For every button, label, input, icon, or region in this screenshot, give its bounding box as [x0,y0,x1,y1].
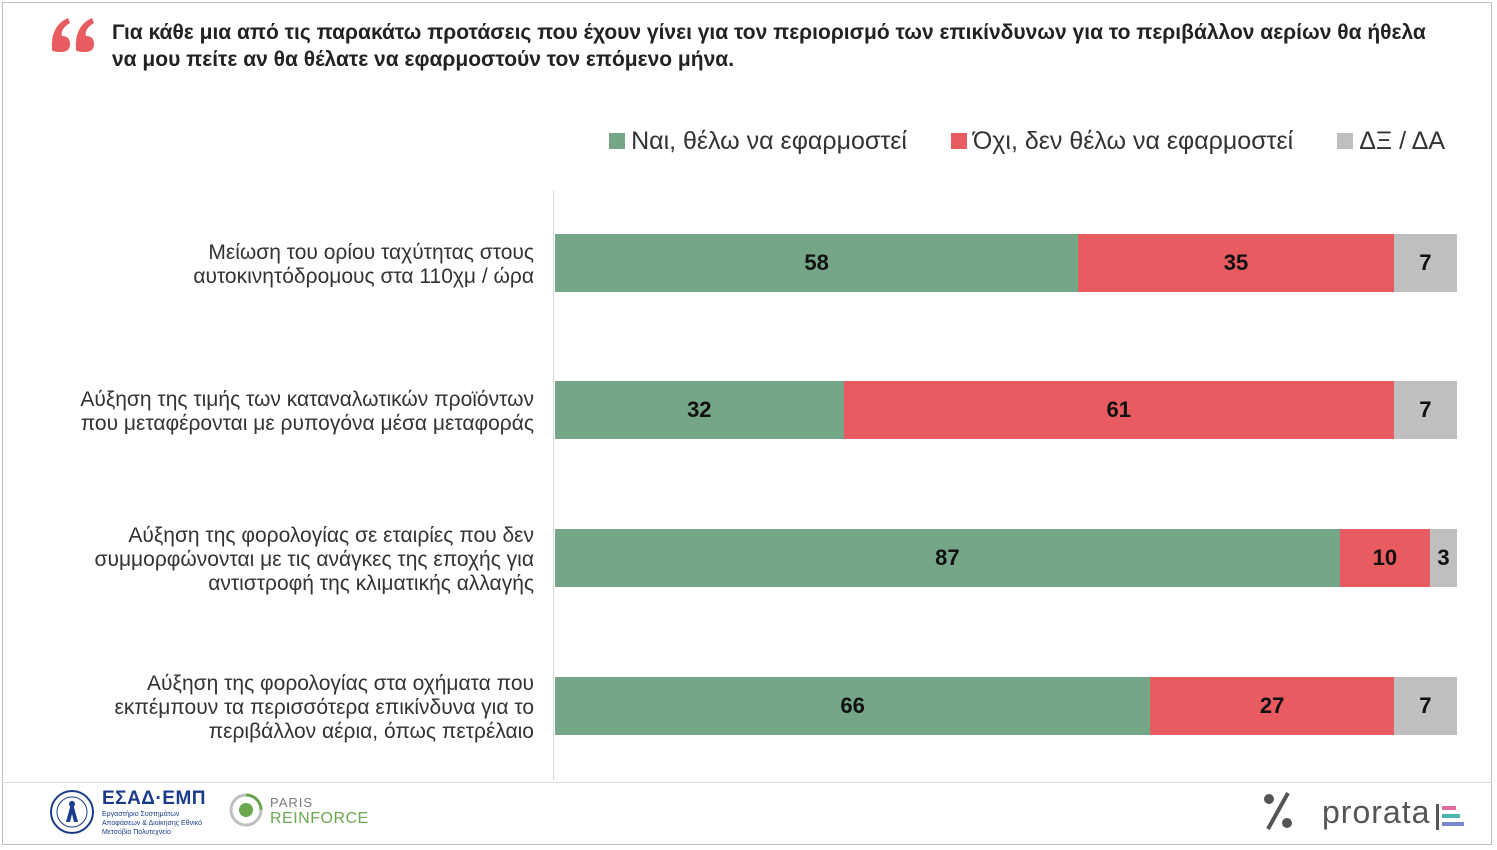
category-label: Μείωση του ορίου ταχύτητας στους αυτοκινη… [193,241,534,288]
bar-segment-no: 61 [843,381,1394,439]
bar-segment-yes: 66 [555,677,1151,735]
data-label: 61 [1106,397,1131,422]
bar-segment-no: 27 [1150,677,1394,735]
legend-swatch-dk [1337,133,1354,149]
data-label: 66 [840,693,865,718]
esad-seal-icon [50,790,94,834]
data-label: 7 [1419,250,1432,275]
data-label: 7 [1419,397,1432,422]
data-label: 35 [1223,250,1249,275]
esad-logo-subtitle: Εργαστήριο Συστημάτων Αποφάσεων & Διοίκη… [102,811,202,836]
esad-emp-logo: ΕΣΑΔ·ΕΜΠ Εργαστήριο Συστημάτων Αποφάσεων… [50,788,206,838]
stacked-bar: 58 35 7 [555,234,1457,292]
bar-segment-no: 35 [1078,234,1394,292]
bar-segment-no: 10 [1339,529,1430,587]
bar-segment-dk: 7 [1393,234,1457,292]
prorata-logo: prorata [1260,790,1470,836]
data-label: 7 [1419,693,1432,718]
category-label: Αύξηση της τιμής των καταναλωτικών προϊό… [80,388,534,435]
legend-item-yes: Ναι, θέλω να εφαρμοστεί [609,127,907,156]
paris-reinforce-logo: PARIS REINFORCE [228,792,378,832]
legend-swatch-yes [609,133,626,149]
stacked-bar: 32 61 7 [555,381,1457,439]
prorata-logo-text: prorata [1322,794,1431,830]
esad-logo-title: ΕΣΑΔ·ΕΜΠ [102,788,207,809]
data-label: 58 [804,250,829,275]
bar-segment-dk: 7 [1393,677,1457,735]
chart-legend: Ναι, θέλω να εφαρμοστεί Όχι, δεν θέλω να… [565,126,1445,156]
bar-segment-dk: 7 [1393,381,1457,439]
data-label: 3 [1437,545,1450,570]
prorata-bars-icon [1436,804,1464,830]
category-axis-line [553,190,554,780]
percent-icon [1264,792,1292,830]
bar-segment-yes: 32 [555,381,844,439]
stacked-bar: 66 27 7 [555,677,1457,735]
legend-label-dk: ΔΞ / ΔΑ [1359,126,1445,155]
data-label: 32 [687,397,712,422]
paris-logo-bottom: REINFORCE [270,810,369,827]
data-label: 87 [935,545,960,570]
category-label: Αύξηση της φορολογίας σε εταιρίες που δε… [94,524,534,595]
legend-item-dk: ΔΞ / ΔΑ [1337,127,1445,156]
legend-swatch-no [950,133,967,149]
chart-title: Για κάθε μια από τις παρακάτω προτάσεις … [112,21,1426,71]
bar-segment-yes: 87 [555,529,1340,587]
paris-logo-top: PARIS [270,795,314,810]
legend-item-no: Όχι, δεν θέλω να εφαρμοστεί [950,126,1294,156]
data-label: 10 [1372,545,1398,570]
footer-divider [2,782,1492,783]
paris-reinforce-icon [229,793,263,827]
bar-segment-dk: 3 [1429,529,1457,587]
legend-label-yes: Ναι, θέλω να εφαρμοστεί [631,126,907,155]
bar-segment-yes: 58 [555,234,1079,292]
category-label: Αύξηση της φορολογίας στα οχήματα που εκπ… [114,672,534,743]
stacked-bar: 87 10 3 [555,529,1457,587]
legend-label-no: Όχι, δεν θέλω να εφαρμοστεί [972,126,1294,155]
quote-icon [51,18,94,52]
data-label: 27 [1259,693,1285,718]
